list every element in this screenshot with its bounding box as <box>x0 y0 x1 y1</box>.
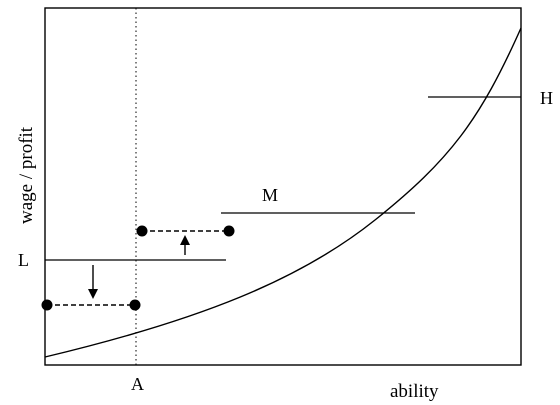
dot-lower-left <box>41 299 53 311</box>
level-label-h: H <box>540 88 553 108</box>
x-axis-label: ability <box>390 381 439 402</box>
wage-profit-curve <box>44 27 522 358</box>
level-label-m: M <box>262 185 278 205</box>
dot-upper-right <box>223 225 235 237</box>
x-marker-label: A <box>131 374 144 394</box>
plot-frame <box>44 7 522 366</box>
dot-lower-right <box>129 299 141 311</box>
dot-upper-left <box>136 225 148 237</box>
y-axis-label: wage / profit <box>16 126 37 224</box>
level-label-l: L <box>18 250 29 270</box>
